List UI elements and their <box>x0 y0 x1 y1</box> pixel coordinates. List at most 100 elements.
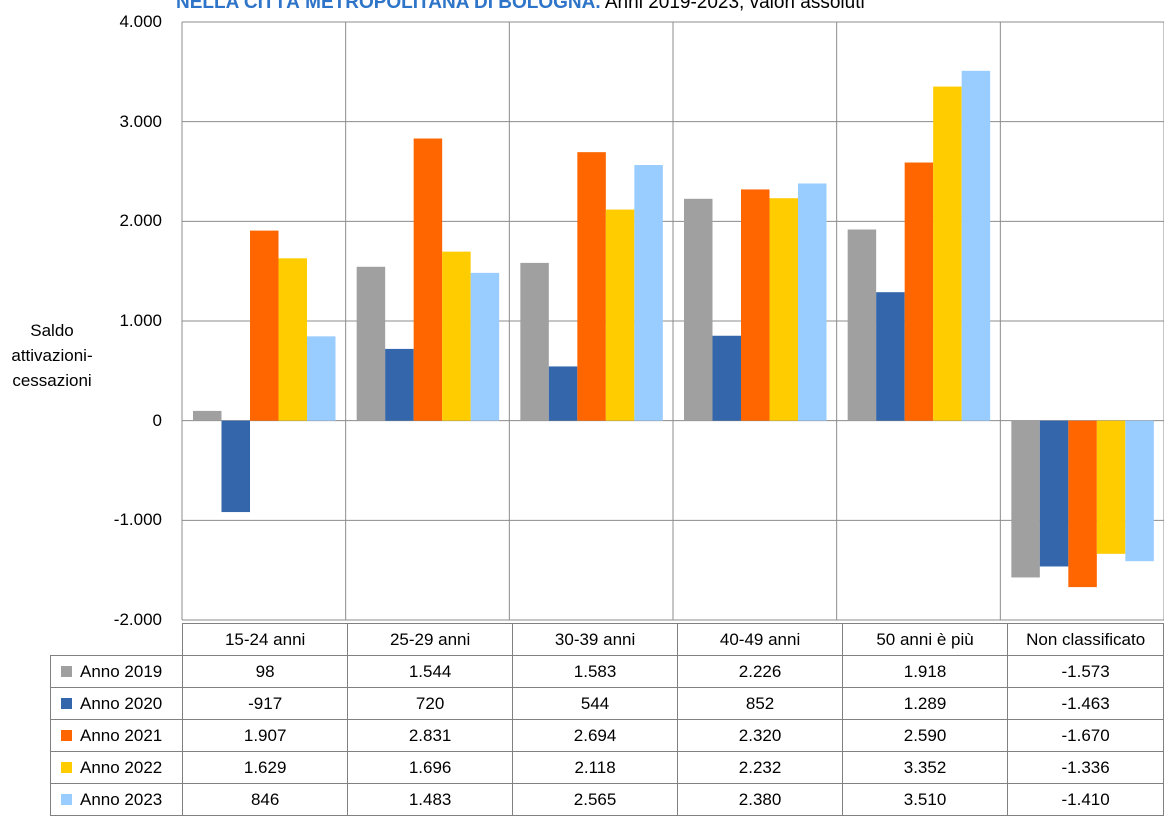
data-label: 1.483 <box>347 783 513 816</box>
bar-anno-2021-3 <box>577 152 606 421</box>
bar-anno-2020-5 <box>876 292 905 421</box>
legend-entry: Anno 2019 <box>50 655 183 688</box>
bar-anno-2022-4 <box>769 198 798 421</box>
bar-anno-2023-6 <box>1125 420 1154 562</box>
data-label: 852 <box>677 687 843 720</box>
bar-anno-2023-4 <box>798 183 827 421</box>
chart-title: NELLA CITTÀ METROPOLITANA DI BOLOGNA. An… <box>176 0 1164 14</box>
data-label: 3.352 <box>841 751 1009 784</box>
legend-label: Anno 2019 <box>80 661 163 681</box>
bar-anno-2022-2 <box>442 251 471 421</box>
bar-anno-2019-5 <box>847 229 877 421</box>
data-label: 2.232 <box>677 751 843 784</box>
table-header-row: 15-24 anni 25-29 anni 30-39 anni 40-49 anni… <box>51 623 1164 656</box>
category-label: 30-39 anni <box>511 623 679 656</box>
y-tick-label: 1.000 <box>119 311 162 330</box>
bar-anno-2021-5 <box>904 162 934 421</box>
bar-anno-2019-3 <box>520 262 549 421</box>
bar-anno-2022-3 <box>605 209 635 421</box>
data-label: 2.118 <box>511 751 679 784</box>
category-label: 15-24 anni <box>181 623 349 656</box>
bar-chart <box>181 21 1164 621</box>
legend-entry: Anno 2023 <box>50 783 183 816</box>
y-tick-label: 0 <box>152 410 162 430</box>
data-label: 2.226 <box>677 655 843 688</box>
bar-anno-2019-6 <box>1011 420 1040 578</box>
bar-anno-2020-1 <box>221 420 250 513</box>
y-tick-label: -2.000 <box>113 610 162 629</box>
data-label: 1.696 <box>347 751 513 784</box>
y-axis-label: Saldo attivazioni-cessazioni <box>11 321 93 390</box>
category-label: 25-29 anni <box>347 623 513 656</box>
bar-anno-2021-2 <box>413 138 443 421</box>
table-row: Anno 2021 1.907 2.831 2.694 2.320 2.590 -1.670 <box>50 719 1164 752</box>
legend-swatch <box>61 665 72 677</box>
table-row: Anno 2020 -917 720 544 852 1.289 -1.463 <box>50 687 1164 720</box>
bar-anno-2023-2 <box>470 272 500 421</box>
data-label: -1.670 <box>1007 719 1164 752</box>
data-label: 1.907 <box>181 719 349 752</box>
y-tick-label: 2.000 <box>119 211 162 231</box>
y-axis-ticks: 4.000 3.000 2.000 1.000 0 -1.000 -2.000 <box>0 0 176 640</box>
legend-swatch <box>61 793 72 805</box>
legend-entry: Anno 2021 <box>50 719 183 752</box>
bar-anno-2020-6 <box>1039 420 1069 567</box>
data-label: 2.380 <box>677 783 843 816</box>
chart-title-highlight: NELLA CITTÀ METROPOLITANA DI BOLOGNA. <box>176 0 601 13</box>
data-label: 1.629 <box>181 751 349 784</box>
data-label: 846 <box>181 783 349 816</box>
bar-anno-2022-5 <box>933 86 962 421</box>
legend-label: Anno 2022 <box>80 757 163 777</box>
data-label: -1.336 <box>1007 751 1164 784</box>
legend-entry: Anno 2020 <box>50 687 183 720</box>
bar-anno-2019-2 <box>356 266 386 421</box>
bar-anno-2020-3 <box>548 366 578 421</box>
legend-swatch <box>61 761 72 773</box>
bar-anno-2023-1 <box>307 336 336 421</box>
category-label: 40-49 anni <box>677 623 843 656</box>
legend-swatch <box>61 729 72 741</box>
table-row: Anno 2019 98 1.544 1.583 2.226 1.918 -1.573 <box>50 655 1164 688</box>
category-label: 50 anni è più <box>841 623 1009 656</box>
bar-anno-2023-3 <box>634 165 663 421</box>
legend-label: Anno 2021 <box>80 725 163 745</box>
y-tick-label: -1.000 <box>113 510 162 530</box>
bar-anno-2023-5 <box>961 70 991 421</box>
data-label: 98 <box>181 655 349 688</box>
data-label: 2.831 <box>347 719 513 752</box>
bar-anno-2019-4 <box>684 198 713 421</box>
data-label: 3.510 <box>841 783 1009 816</box>
y-tick-label: 4.000 <box>119 12 162 31</box>
bar-anno-2019-1 <box>193 410 222 421</box>
table-row: Anno 2022 1.629 1.696 2.118 2.232 3.352 -1.336 <box>50 751 1164 784</box>
legend-label: Anno 2023 <box>80 789 163 809</box>
data-table: 15-24 anni 25-29 anni 30-39 anni 40-49 anni… <box>50 623 1164 816</box>
data-label: -1.410 <box>1007 783 1164 816</box>
bar-anno-2021-1 <box>250 230 279 421</box>
legend-swatch <box>61 697 72 709</box>
bar-anno-2022-1 <box>278 258 307 421</box>
table-corner <box>51 624 183 656</box>
data-label: 2.590 <box>841 719 1009 752</box>
bar-anno-2022-6 <box>1096 420 1126 554</box>
data-label: 1.544 <box>347 655 513 688</box>
data-label: 1.583 <box>511 655 679 688</box>
data-label: 1.289 <box>841 687 1009 720</box>
data-label: -1.463 <box>1007 687 1164 720</box>
legend-label: Anno 2020 <box>80 693 163 713</box>
data-label: 2.320 <box>677 719 843 752</box>
data-label: -1.573 <box>1007 655 1164 688</box>
data-label: 2.694 <box>511 719 679 752</box>
data-label: 720 <box>347 687 513 720</box>
bar-anno-2021-6 <box>1068 420 1097 588</box>
data-label: 2.565 <box>511 783 679 816</box>
category-label: Non classificato <box>1007 623 1164 656</box>
data-label: 1.918 <box>841 655 1009 688</box>
table-row: Anno 2023 846 1.483 2.565 2.380 3.510 -1.410 <box>50 783 1164 816</box>
bar-anno-2020-4 <box>712 335 741 421</box>
bar-anno-2020-2 <box>385 348 414 421</box>
y-tick-label: 3.000 <box>119 111 162 131</box>
data-label: 544 <box>511 687 679 720</box>
table-body: Anno 2019 98 1.544 1.583 2.226 1.918 -1.573 Ann… <box>50 655 1164 816</box>
legend-entry: Anno 2022 <box>50 751 183 784</box>
